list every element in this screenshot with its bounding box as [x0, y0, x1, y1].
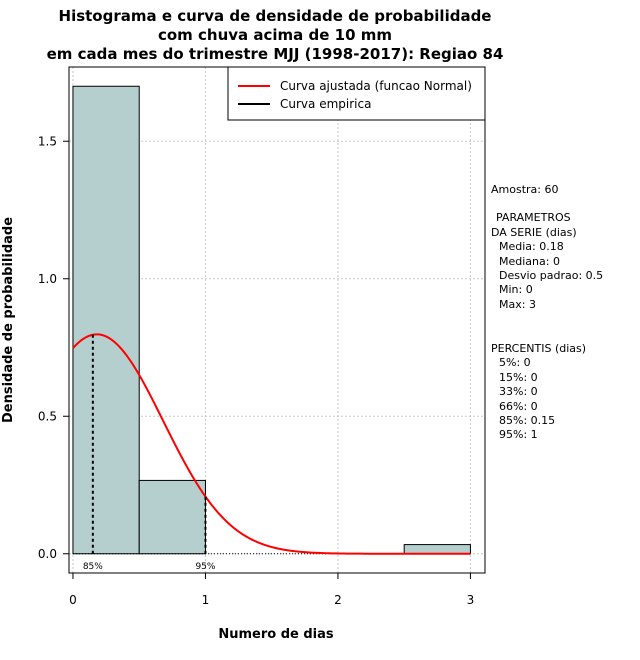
y-axis: 0.0 0.5 1.0 1.5: [38, 134, 70, 561]
x-axis-title: Numero de dias: [218, 627, 334, 642]
percentil-85: 85%: 0.15: [499, 414, 555, 427]
statistics-panel: Amostra: 60 PARAMETROS DA SERIE (dias) M…: [491, 183, 603, 441]
legend: Curva ajustada (funcao Normal) Curva emp…: [227, 66, 486, 121]
chart-title: Histograma e curva de densidade de proba…: [47, 7, 504, 63]
x-tick-label-2: 2: [334, 593, 342, 607]
y-tick-label-2: 1.0: [38, 272, 57, 286]
percentile-label-0: 85%: [83, 562, 103, 572]
fitted-normal-curve: [72, 333, 471, 555]
params-subtitle: DA SERIE (dias): [491, 226, 577, 239]
x-axis: 0 1 2 3: [69, 572, 475, 607]
title-line-2: com chuva acima de 10 mm: [158, 26, 392, 44]
histogram-bar-1: [138, 479, 206, 555]
percentile-label-1: 95%: [195, 562, 215, 572]
param-sd: Desvio padrao: 0.5: [499, 269, 603, 282]
histogram-bar-5: [403, 544, 471, 555]
y-axis-title: Densidade de probabilidade: [1, 217, 16, 423]
legend-empirical-label: Curva empirica: [280, 97, 371, 111]
legend-box: [227, 66, 486, 121]
param-min: Min: 0: [499, 283, 533, 296]
x-tick-label-1: 1: [202, 593, 210, 607]
param-max: Max: 3: [499, 298, 536, 311]
param-median: Mediana: 0: [499, 255, 560, 268]
x-tick-label-3: 3: [467, 593, 475, 607]
percentil-33: 33%: 0: [499, 385, 538, 398]
y-tick-label-0: 0.0: [38, 547, 57, 561]
percentil-66: 66%: 0: [499, 400, 538, 413]
percentile-markers: 85% 95%: [83, 334, 216, 572]
histogram-bar-0: [72, 85, 140, 555]
params-title: PARAMETROS: [496, 211, 571, 224]
percentil-15: 15%: 0: [499, 371, 538, 384]
percentis-title: PERCENTIS (dias): [491, 342, 586, 355]
percentil-95: 95%: 1: [499, 428, 538, 441]
legend-fitted-label: Curva ajustada (funcao Normal): [280, 79, 472, 93]
title-line-1: Histograma e curva de densidade de proba…: [59, 7, 492, 25]
percentil-5: 5%: 0: [499, 356, 531, 369]
title-line-3: em cada mes do trimestre MJJ (1998-2017)…: [47, 45, 504, 63]
param-mean: Media: 0.18: [499, 240, 564, 253]
x-tick-label-0: 0: [69, 593, 77, 607]
fitted-curve-layer: [72, 333, 471, 555]
histogram-bars: [72, 85, 471, 555]
y-tick-label-1: 0.5: [38, 409, 57, 423]
sample-size: Amostra: 60: [491, 183, 558, 196]
y-tick-label-3: 1.5: [38, 134, 57, 148]
